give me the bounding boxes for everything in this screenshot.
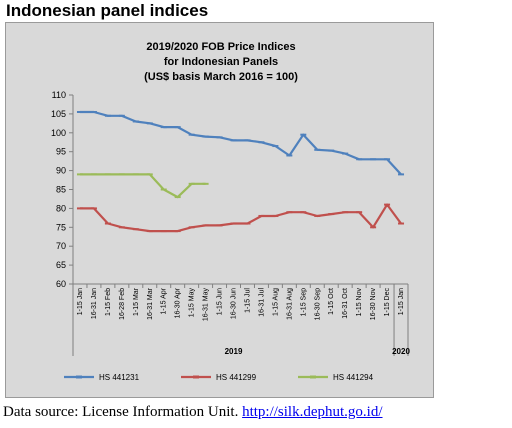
x-tick-label: 16-28 Feb <box>119 288 126 320</box>
y-tick-label: 95 <box>56 147 66 157</box>
x-tick-label: 1-15 Feb <box>105 288 112 316</box>
y-tick-label: 75 <box>56 222 66 232</box>
x-tick-label: 1-15 Jul <box>244 288 251 313</box>
footer-link[interactable]: http://silk.dephut.go.id/ <box>242 404 383 420</box>
chart-frame: 2019/2020 FOB Price Indices for Indonesi… <box>5 22 434 398</box>
chart-title-line-2: for Indonesian Panels <box>164 56 278 68</box>
footer-text: Data source: License Information Unit. <box>3 404 243 420</box>
legend-label-2: HS 441299 <box>216 373 257 382</box>
y-tick-label: 80 <box>56 203 66 213</box>
y-tick-label: 110 <box>52 90 66 100</box>
x-tick-label: 16-30 Apr <box>175 287 182 318</box>
x-tick-label: 16-31 Mar <box>147 287 154 320</box>
x-tick-label: 1-15 Mar <box>133 287 140 316</box>
x-tick-label: 1-15 Jan <box>398 288 405 315</box>
y-tick-label: 85 <box>56 185 66 195</box>
legend-label-3: HS 441294 <box>333 373 374 382</box>
y-tick-label: 100 <box>51 128 66 138</box>
x-tick-label: 1-15 Nov <box>356 288 363 317</box>
x-tick-label: 1-15 Sep <box>300 288 307 317</box>
x-tick-label: 16-30 Nov <box>370 288 377 321</box>
x-tick-label: 1-15 Apr <box>161 287 168 314</box>
chart-title-line-1: 2019/2020 FOB Price Indices <box>146 41 295 53</box>
x-tick-label: 16-31 Oct <box>342 288 349 319</box>
price-index-chart: 2019/2020 FOB Price Indices for Indonesi… <box>51 41 411 382</box>
x-tick-label: 1-15 Oct <box>328 288 335 315</box>
y-tick-label: 60 <box>56 279 66 289</box>
x-tick-label: 16-30 Sep <box>314 288 321 320</box>
y-axis: 60 65 70 75 80 85 90 95 100 105 110 <box>51 90 74 289</box>
x-tick-label: 1-15 Jan <box>77 288 84 315</box>
plot-area <box>73 95 408 284</box>
footer-source: Data source: License Information Unit. h… <box>3 404 383 421</box>
x-tick-label: 1-15 Aug <box>272 288 279 316</box>
x-tick-label: 1-15 May <box>189 288 196 318</box>
chart-title-line-3: (US$ basis March 2016 = 100) <box>144 71 298 83</box>
series-layer <box>76 110 405 233</box>
x-tick-label: 1-15 Dec <box>384 288 391 317</box>
legend-label-1: HS 441231 <box>99 373 140 382</box>
x-tick-label: 16-31 Aug <box>286 288 293 320</box>
x-axis: 1-15 Jan 16-31 Jan 1-15 Feb 16-28 Feb 1-15 M… <box>72 283 410 356</box>
x-tick-label: 16-31 Jul <box>258 288 265 317</box>
legend: HS 441231 HS 441299 HS 441294 <box>64 373 374 382</box>
x-group-label: 2019 <box>225 347 243 356</box>
x-tick-label: 1-15 Jun <box>217 288 224 315</box>
x-group-label: 2020 <box>392 347 410 356</box>
y-tick-label: 65 <box>56 260 66 270</box>
page-heading: Indonesian panel indices <box>6 1 209 20</box>
x-tick-label: 16-31 May <box>203 288 210 322</box>
x-tick-label: 16-31 Jan <box>91 288 98 319</box>
y-tick-label: 105 <box>51 109 66 119</box>
y-tick-label: 70 <box>56 241 66 251</box>
y-tick-label: 90 <box>56 166 66 176</box>
x-tick-label: 16-30 Jun <box>231 288 238 319</box>
series-line-3 <box>80 173 206 199</box>
